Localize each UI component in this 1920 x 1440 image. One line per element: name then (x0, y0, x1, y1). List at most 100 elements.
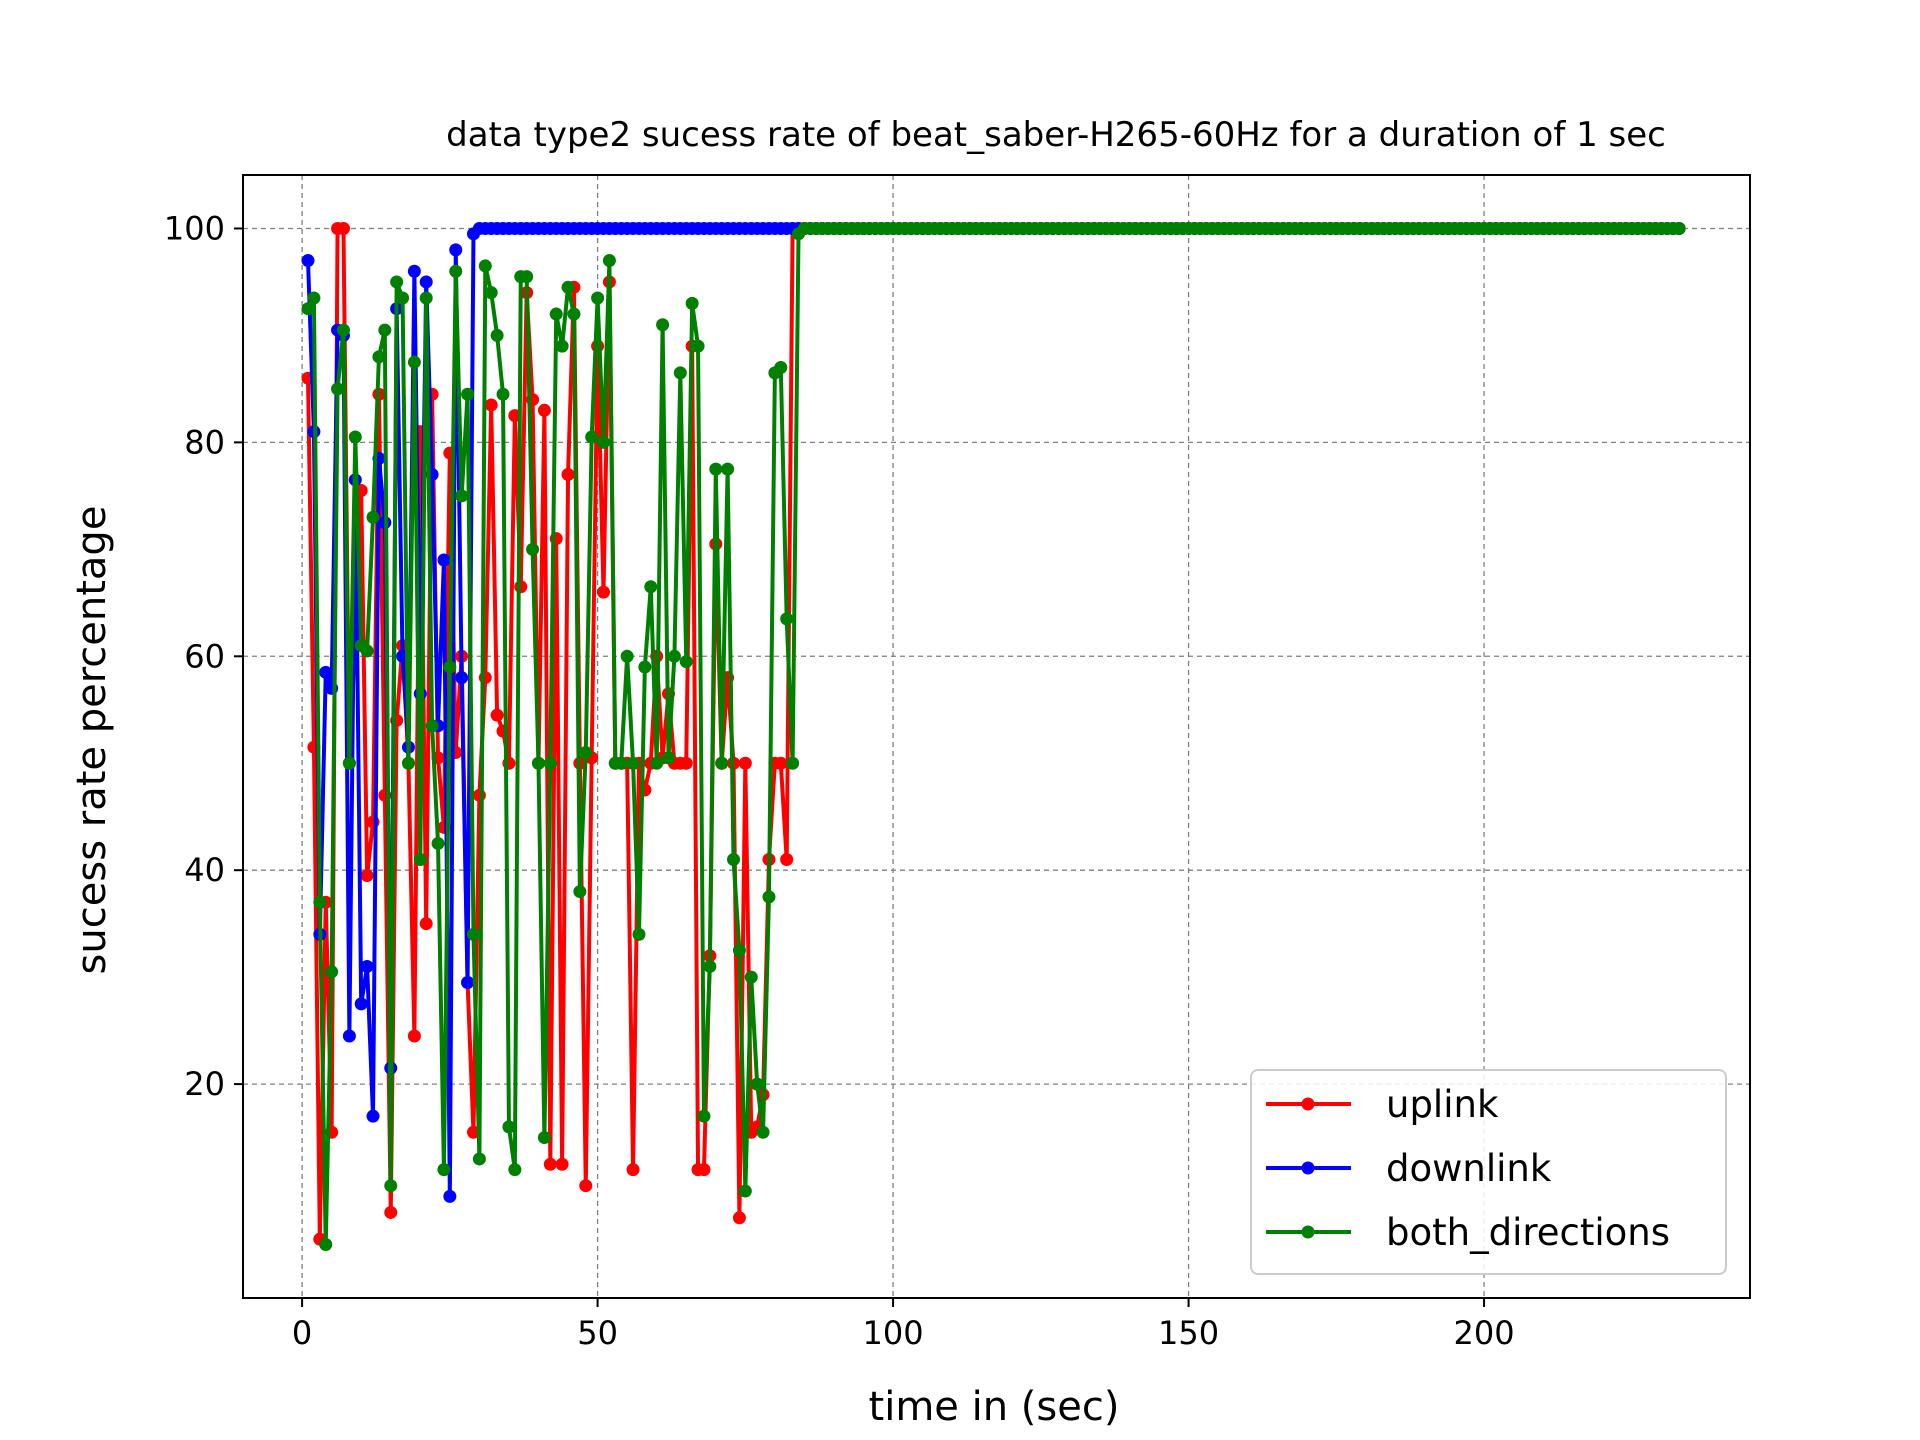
data-point (360, 644, 374, 658)
legend-label-both_directions: both_directions (1386, 1211, 1670, 1254)
data-point (520, 270, 534, 284)
data-point (455, 671, 469, 685)
data-point (484, 286, 498, 300)
data-point (738, 1184, 752, 1198)
data-point (508, 1163, 522, 1177)
data-point (342, 1029, 356, 1043)
data-point (407, 355, 421, 369)
data-point (366, 1109, 380, 1123)
data-point (703, 959, 717, 973)
data-point (567, 307, 581, 321)
data-point (596, 585, 610, 599)
data-point (325, 965, 339, 979)
data-point (774, 756, 788, 770)
data-point (596, 435, 610, 449)
data-point (472, 788, 486, 802)
legend-label-uplink: uplink (1386, 1083, 1499, 1126)
data-point (378, 323, 392, 337)
data-point (301, 302, 315, 316)
data-point (650, 756, 664, 770)
legend-marker-downlink (1301, 1161, 1315, 1175)
data-point (425, 719, 439, 733)
data-point (496, 387, 510, 401)
data-point (466, 927, 480, 941)
data-point (301, 254, 315, 268)
legend-box (1250, 1069, 1727, 1275)
data-point (342, 756, 356, 770)
data-point (396, 291, 410, 305)
data-point (591, 291, 605, 305)
data-point (780, 852, 794, 866)
data-point (336, 221, 350, 235)
data-point (709, 462, 723, 476)
x-tick-label: 150 (1158, 1314, 1219, 1352)
data-point (478, 259, 492, 273)
data-point (614, 756, 628, 770)
y-tick-label: 40 (184, 851, 225, 889)
data-point (401, 756, 415, 770)
data-point (384, 1205, 398, 1219)
y-tick-label: 20 (184, 1065, 225, 1103)
legend-label-downlink: downlink (1386, 1147, 1552, 1190)
data-point (390, 275, 404, 289)
data-point (579, 746, 593, 760)
data-point (1666, 221, 1680, 235)
data-point (413, 852, 427, 866)
data-point (366, 510, 380, 524)
y-axis-title: sucess rate percentage (69, 506, 115, 975)
data-point (667, 649, 681, 663)
data-point (732, 1211, 746, 1225)
data-point (461, 387, 475, 401)
data-point (472, 1152, 486, 1166)
data-point (585, 430, 599, 444)
data-point (715, 756, 729, 770)
data-point (336, 323, 350, 337)
data-point (638, 660, 652, 674)
data-point (780, 612, 794, 626)
data-point (537, 1131, 551, 1145)
data-point (549, 307, 563, 321)
x-tick-label: 50 (577, 1314, 618, 1352)
data-point (348, 430, 362, 444)
x-tick-label: 0 (292, 1314, 312, 1352)
data-point (354, 997, 368, 1011)
data-point (579, 1179, 593, 1193)
data-point (786, 756, 800, 770)
data-point (360, 869, 374, 883)
data-point (738, 756, 752, 770)
data-point (602, 254, 616, 268)
data-point (774, 361, 788, 375)
data-point (732, 943, 746, 957)
data-point (697, 1163, 711, 1177)
data-point (319, 1238, 333, 1252)
data-point (685, 296, 699, 310)
data-point (419, 275, 433, 289)
data-point (721, 462, 735, 476)
data-point (756, 1125, 770, 1139)
data-point (561, 467, 575, 481)
data-point (443, 660, 457, 674)
data-point (455, 489, 469, 503)
data-point (679, 655, 693, 669)
data-point (531, 756, 545, 770)
x-tick-label: 100 (863, 1314, 924, 1352)
data-point (449, 243, 463, 257)
data-point (360, 959, 374, 973)
y-tick-label: 60 (184, 637, 225, 675)
series-line-both_directions (306, 226, 1680, 1247)
data-point (555, 339, 569, 353)
data-point (461, 975, 475, 989)
data-point (662, 751, 676, 765)
data-point (407, 1029, 421, 1043)
data-point (626, 1163, 640, 1177)
axes-frame (242, 174, 1751, 1299)
legend-marker-both_directions (1301, 1225, 1315, 1239)
data-point (673, 366, 687, 380)
data-point (750, 1077, 764, 1091)
data-point (620, 649, 634, 663)
data-point (313, 895, 327, 909)
x-tick-label: 200 (1454, 1314, 1515, 1352)
data-point (307, 291, 321, 305)
data-point (691, 339, 705, 353)
data-point (331, 382, 345, 396)
